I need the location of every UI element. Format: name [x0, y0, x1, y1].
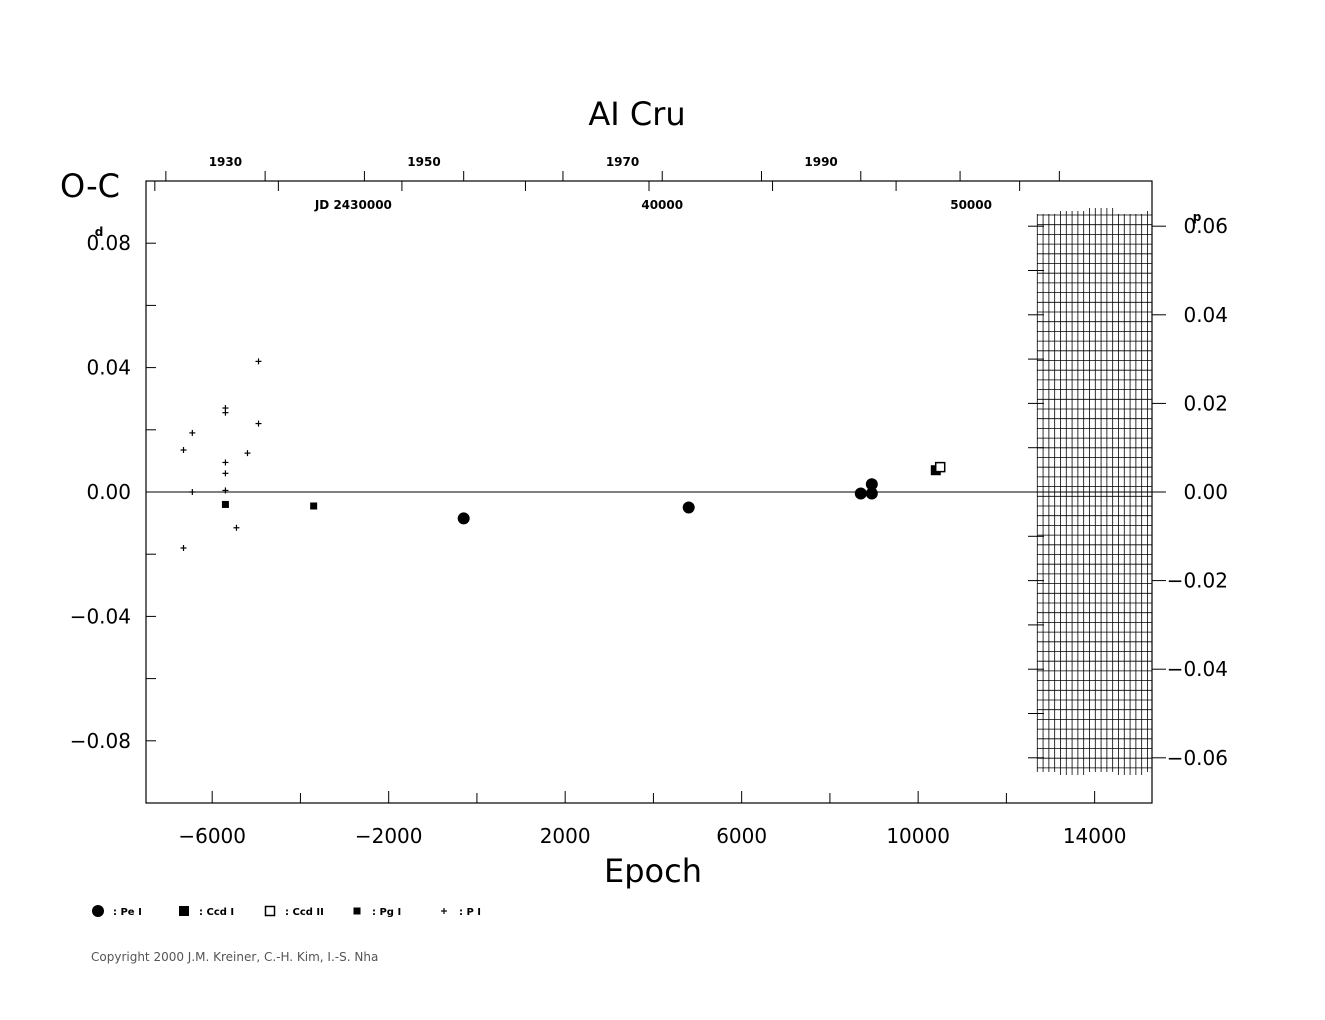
- data-point-circle: [457, 512, 470, 525]
- y-right-tick-label: −0.04: [1167, 657, 1228, 681]
- jd-tick-label: JD 2430000: [314, 198, 392, 212]
- y-unit-left: d: [95, 225, 104, 239]
- legend-marker-circle: [92, 905, 104, 917]
- x-tick-label: −2000: [355, 824, 423, 848]
- x-axis-label: Epoch: [604, 852, 702, 890]
- legend-label: : Ccd I: [199, 907, 234, 918]
- legend: : Pe I : Ccd I : Ccd II : Pg I : P I: [92, 905, 481, 918]
- legend-marker-square: [179, 906, 189, 916]
- x-tick-label: 10000: [886, 824, 950, 848]
- legend-label: : P I: [459, 907, 481, 918]
- data-point-plus: [180, 544, 187, 551]
- data-point-plus: [255, 358, 262, 365]
- copyright-text: Copyright 2000 J.M. Kreiner, C.-H. Kim, …: [91, 950, 378, 964]
- data-point-plus: [222, 459, 229, 466]
- legend-label: : Ccd II: [285, 907, 324, 918]
- data-point-circle: [682, 501, 695, 514]
- data-point-plus: [189, 489, 196, 495]
- y-right-tick-label: 0.00: [1183, 480, 1228, 504]
- year-tick-label: 1950: [407, 155, 440, 169]
- legend-marker-plus: [441, 908, 447, 914]
- y-right-tick-label: −0.06: [1167, 746, 1228, 770]
- data-point-plus: [180, 447, 187, 454]
- y-tick-label: 0.00: [86, 480, 131, 504]
- x-tick-label: 14000: [1063, 824, 1127, 848]
- data-point-plus: [244, 450, 251, 457]
- x-tick-label: −6000: [178, 824, 246, 848]
- y-right-tick-label: 0.06: [1183, 214, 1228, 238]
- legend-label: : Pe I: [113, 907, 142, 918]
- chart-title: AI Cru: [588, 95, 685, 133]
- y-right-tick-label: 0.02: [1183, 391, 1228, 415]
- data-point-open-square: [934, 461, 946, 473]
- data-point-circle: [865, 487, 878, 500]
- data-point-small-square: [310, 502, 318, 510]
- data-point-plus: [233, 524, 240, 531]
- data-point-plus: [222, 487, 229, 494]
- x-tick-label: 2000: [540, 824, 591, 848]
- data-point-plus: [222, 501, 229, 508]
- data-point-circle: [854, 487, 867, 500]
- hatched-region: [1036, 208, 1152, 775]
- data-point-plus: [255, 420, 262, 427]
- year-tick-label: 1970: [606, 155, 639, 169]
- y-tick-label: 0.04: [86, 356, 131, 380]
- legend-label: : Pg I: [372, 907, 401, 918]
- y-tick-label: −0.08: [70, 729, 131, 753]
- data-point-plus: [222, 470, 229, 477]
- x-tick-label: 6000: [716, 824, 767, 848]
- legend-marker-open-square: [264, 905, 276, 917]
- data-point-plus: [189, 429, 196, 436]
- y-right-tick-label: 0.04: [1183, 303, 1228, 327]
- data-point-circle: [865, 478, 878, 491]
- year-tick-label: 1930: [209, 155, 242, 169]
- y-axis-label: O-C: [60, 167, 120, 205]
- y-unit-right: p: [1193, 210, 1202, 224]
- year-tick-label: 1990: [804, 155, 837, 169]
- y-tick-label: −0.04: [70, 604, 131, 628]
- plot-area: −6000 −2000 2000 6000 10000 14000 0.08 0.04 0.00…: [70, 155, 1228, 848]
- data-point-plus: [222, 409, 229, 416]
- jd-tick-label: 40000: [641, 198, 683, 212]
- jd-tick-label: 50000: [950, 198, 992, 212]
- y-tick-label: 0.08: [86, 231, 131, 255]
- legend-marker-small-square: [353, 907, 361, 915]
- y-right-tick-label: −0.02: [1167, 569, 1228, 593]
